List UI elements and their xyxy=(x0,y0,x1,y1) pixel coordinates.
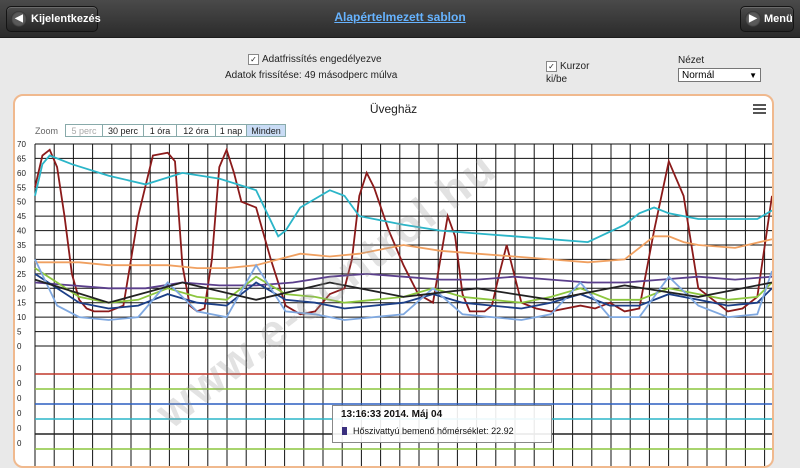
lower-tick-label: 0 xyxy=(17,364,22,373)
series-line xyxy=(34,278,772,304)
autorefresh-control[interactable]: ✓ Adatfrissítés engedélyezve xyxy=(248,54,382,65)
cursor-toggle[interactable]: ✓ Kurzor ki/be xyxy=(546,60,596,86)
lower-tick-label: 0 xyxy=(17,379,22,388)
y-tick-label: 40 xyxy=(17,227,26,236)
cursor-label: Kurzor ki/be xyxy=(546,61,590,85)
y-tick-label: 5 xyxy=(17,328,22,337)
logout-label: Kijelentkezés xyxy=(31,13,101,25)
series-line xyxy=(34,272,772,290)
y-tick-label: 70 xyxy=(17,140,26,149)
menu-label: Menü xyxy=(764,13,793,25)
lower-tick-label: 0 xyxy=(17,409,22,418)
tooltip-text: Hőszivattyú bemenő hőmérséklet: 22.92 xyxy=(353,426,514,436)
y-tick-label: 20 xyxy=(17,284,26,293)
chevron-right-icon: ▶ xyxy=(745,11,761,27)
cursor-checkbox[interactable]: ✓ xyxy=(546,60,557,72)
zoom-label: Zoom xyxy=(35,126,59,136)
y-tick-label: 50 xyxy=(17,198,26,207)
y-tick-label: 25 xyxy=(17,270,26,279)
y-tick-label: 15 xyxy=(17,299,26,308)
y-tick-label: 0 xyxy=(17,342,22,351)
zoom-button[interactable]: Minden xyxy=(246,124,286,137)
series-line xyxy=(35,235,772,270)
lower-tick-label: 0 xyxy=(17,394,22,403)
series-line xyxy=(34,273,772,310)
dropdown-arrow-icon: ▼ xyxy=(749,71,757,80)
series-line xyxy=(34,259,772,321)
lower-tick-label: 0 xyxy=(17,424,22,433)
y-tick-label: 60 xyxy=(17,169,26,178)
menu-button[interactable]: ▶ Menü xyxy=(740,6,794,32)
autorefresh-label: Adatfrissítés engedélyezve xyxy=(262,54,382,66)
logout-button[interactable]: ◀ Kijelentkezés xyxy=(6,6,101,32)
chevron-left-icon: ◀ xyxy=(11,11,27,27)
y-tick-label: 55 xyxy=(17,183,26,192)
view-label: Nézet xyxy=(678,55,705,66)
chart-title: Üveghäz xyxy=(369,102,418,116)
y-tick-label: 30 xyxy=(17,255,26,264)
tooltip-series-swatch xyxy=(342,427,347,435)
y-tick-label: 65 xyxy=(17,154,26,163)
series-line xyxy=(34,154,772,244)
y-tick-label: 35 xyxy=(17,241,26,250)
view-select-value: Normál xyxy=(682,70,715,81)
refresh-info: Adatok frissítése: 49 másodperc múlva xyxy=(225,70,398,81)
hamburger-menu-icon[interactable] xyxy=(753,104,766,116)
page-title-link[interactable]: Alapértelmezett sablon xyxy=(334,10,466,24)
y-tick-label: 45 xyxy=(17,212,26,221)
view-select[interactable]: Normál ▼ xyxy=(678,68,761,82)
autorefresh-checkbox[interactable]: ✓ xyxy=(248,54,259,65)
y-tick-label: 10 xyxy=(17,313,26,322)
series-line xyxy=(34,147,772,316)
tooltip-time: 13:16:33 2014. Máj 04 xyxy=(341,409,443,420)
lower-tick-label: 0 xyxy=(17,439,22,448)
top-navigation-bar: ◀ Kijelentkezés Alapértelmezett sablon ▶… xyxy=(0,0,800,38)
chart-tooltip: 13:16:33 2014. Máj 04 Hőszivattyú bemenő… xyxy=(332,405,552,443)
